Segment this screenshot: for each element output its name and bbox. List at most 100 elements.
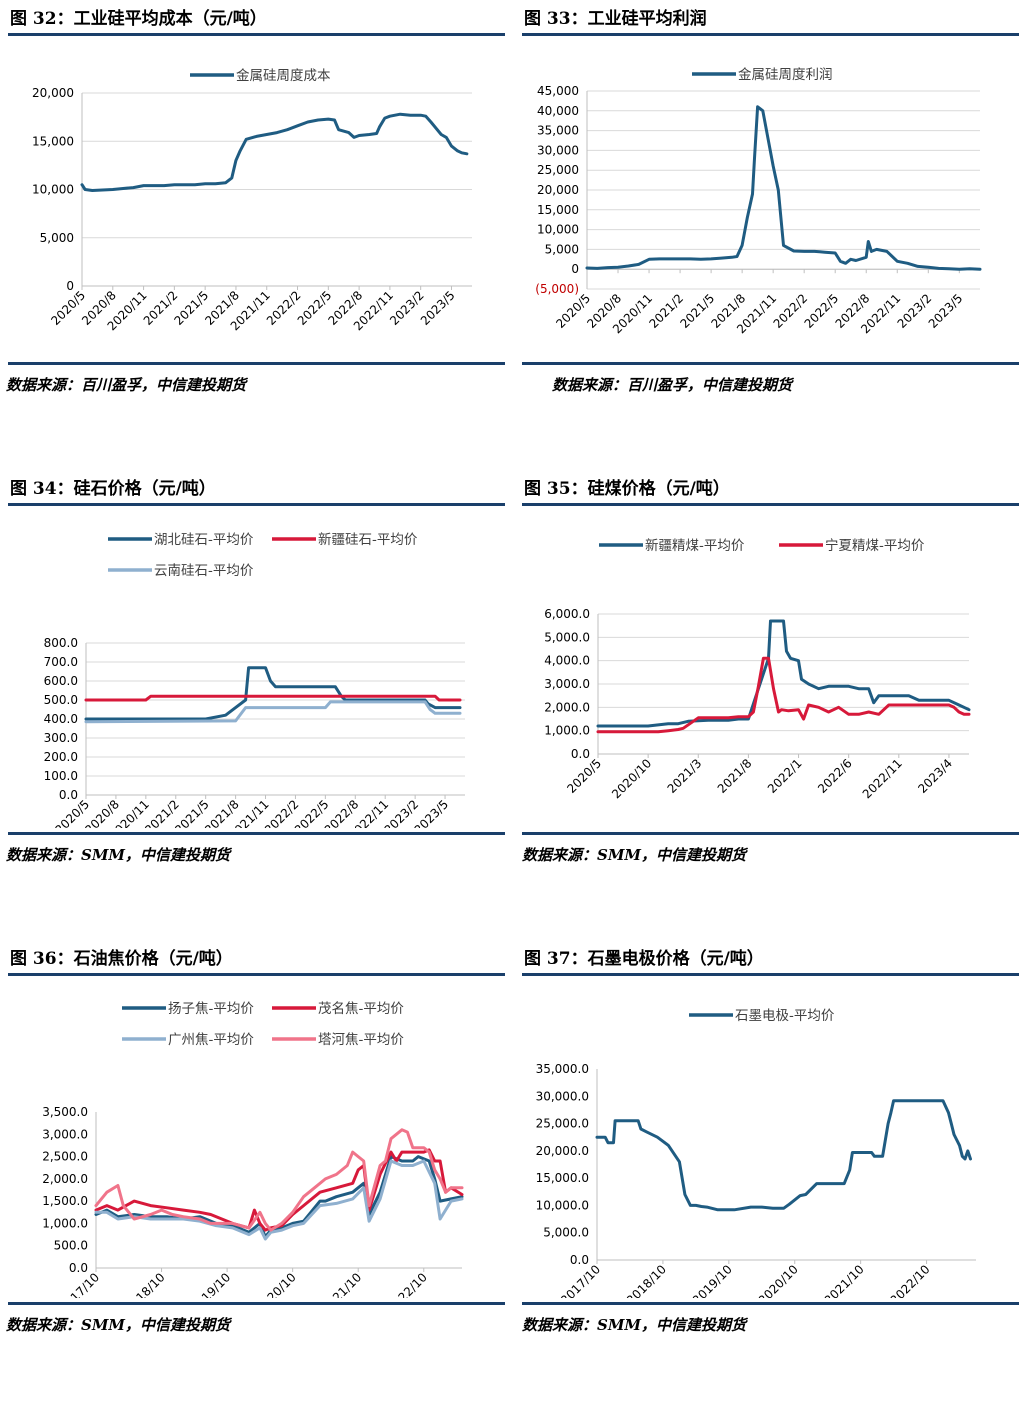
y-tick-label: 35,000 <box>537 124 579 138</box>
series-line-1 <box>94 1148 464 1232</box>
series-line-0 <box>595 1099 972 1212</box>
x-tick-label: 2023/5 <box>411 797 451 828</box>
chart-svg: 0.0 100.0 200.0 300.0 400.0 500.0 600.0 700.0 80… <box>44 532 465 828</box>
y-tick-label: 1,000.0 <box>42 1216 88 1230</box>
chart-panel-graphite: 图 37：石墨电极价格（元/吨） 0.0 5,000.0 10,000.0 15,00… <box>514 940 1020 1410</box>
x-tick-label: 2019/10 <box>188 1270 233 1298</box>
x-tick-label: 2023/4 <box>915 756 955 796</box>
legend-label: 湖北硅石-平均价 <box>154 532 254 548</box>
legend-label: 金属硅周度成本 <box>236 68 331 84</box>
x-tick-label: 2022/10 <box>385 1270 430 1298</box>
y-tick-label: 15,000 <box>32 134 74 148</box>
legend-label: 茂名焦-平均价 <box>318 1000 404 1017</box>
source-note: 数据来源：SMM，中信建投期货 <box>522 846 747 864</box>
source-rule <box>522 362 1019 365</box>
figure-title: 图 33：工业硅平均利润 <box>524 9 707 29</box>
y-tick-label: 600.0 <box>44 674 78 688</box>
y-tick-label: 4,000.0 <box>544 654 590 668</box>
title-rule <box>8 503 505 506</box>
series-line-2 <box>94 1159 464 1241</box>
y-tick-label: 5,000 <box>545 242 579 256</box>
legend-label: 石墨电极-平均价 <box>735 1008 835 1024</box>
y-tick-label: 400.0 <box>44 712 78 726</box>
y-tick-label: 25,000 <box>537 163 579 177</box>
title-rule <box>522 33 1019 36</box>
y-tick-label: 5,000.0 <box>544 630 590 644</box>
y-tick-label: 15,000.0 <box>536 1171 589 1185</box>
x-tick-label: 2023/5 <box>418 288 458 328</box>
y-tick-label: 0.0 <box>570 1253 589 1267</box>
chart-svg: 05,00010,00015,00020,0002020/52020/82020… <box>32 68 472 333</box>
x-tick-label: 2022/10 <box>888 1262 933 1298</box>
chart-svg: 0.0 500.0 1,000.0 1,500.0 2,000.0 2,500.0 3,00… <box>42 1000 464 1298</box>
source-rule <box>8 1302 505 1305</box>
chart-panel-cost: 图 32：工业硅平均成本（元/吨） 0 5,000 10,000 15,000 20,0… <box>0 0 506 470</box>
y-tick-label: 2,000.0 <box>42 1172 88 1186</box>
title-rule <box>8 973 505 976</box>
y-tick-label: 10,000.0 <box>536 1198 589 1212</box>
y-tick-label: 200.0 <box>44 750 78 764</box>
title-rule <box>8 33 505 36</box>
x-tick-label: 2018/10 <box>123 1270 168 1298</box>
x-tick-label: 2018/10 <box>624 1262 669 1298</box>
legend-label: 云南硅石-平均价 <box>154 563 254 579</box>
x-tick-label: 2022/1 <box>765 756 805 796</box>
y-tick-label: 20,000.0 <box>536 1144 589 1158</box>
x-tick-label: 2023/5 <box>926 291 966 331</box>
y-tick-label: 500.0 <box>44 693 78 707</box>
chart-panel-petcoke: 图 36：石油焦价格（元/吨） 0.0 500.0 1,000.0 1,500.0 2,… <box>0 940 506 1410</box>
source-note: 数据来源：SMM，中信建投期货 <box>6 846 231 864</box>
x-tick-label: 2020/10 <box>254 1270 299 1298</box>
y-tick-label: 100.0 <box>44 769 78 783</box>
x-tick-label: 2022/6 <box>815 756 855 796</box>
legend-label: 金属硅周度利润 <box>738 67 833 83</box>
series-line-0 <box>596 619 971 728</box>
legend-label: 宁夏精煤-平均价 <box>825 537 925 554</box>
figure-title: 图 34：硅石价格（元/吨） <box>10 479 216 499</box>
chart-panel-coal: 图 35：硅煤价格（元/吨） 0.0 1,000.0 2,000.0 3,000.0 4… <box>514 470 1020 940</box>
y-tick-label: 500.0 <box>54 1239 88 1253</box>
x-tick-label: 2021/3 <box>665 756 705 796</box>
legend-label: 新疆硅石-平均价 <box>318 532 418 548</box>
y-tick-label: 45,000 <box>537 84 579 98</box>
series-line-1 <box>596 656 971 734</box>
x-tick-label: 2020/10 <box>756 1262 801 1298</box>
x-tick-label: 2021/10 <box>319 1270 364 1298</box>
series-line-0 <box>80 112 469 192</box>
y-tick-label: 30,000.0 <box>536 1089 589 1103</box>
legend-label: 新疆精煤-平均价 <box>645 538 745 554</box>
y-tick-label: 2,500.0 <box>42 1150 88 1164</box>
figure-title: 图 32：工业硅平均成本（元/吨） <box>10 9 267 29</box>
y-tick-label: (5,000) <box>535 282 579 296</box>
source-rule <box>522 832 1019 835</box>
y-tick-label: 1,000.0 <box>544 724 590 738</box>
x-tick-label: 2017/10 <box>558 1262 603 1298</box>
chart-panel-profit: 图 33：工业硅平均利润 (5,000) 0 5,000 10,000 15,000 20… <box>514 0 1020 470</box>
chart-svg: 0.0 1,000.0 2,000.0 3,000.0 4,000.0 5,000.0 6,… <box>544 537 971 801</box>
y-tick-label: 10,000 <box>32 183 74 197</box>
chart-panel-silica: 图 34：硅石价格（元/吨） 0.0 100.0 200.0 300.0 400.0 50… <box>0 470 506 940</box>
x-tick-label: 2020/10 <box>609 756 654 801</box>
legend-label: 广州焦-平均价 <box>168 1032 254 1048</box>
y-tick-label: 2,000.0 <box>544 700 590 714</box>
series-line-3 <box>94 1128 464 1232</box>
series-line-1 <box>84 694 462 702</box>
legend-label: 扬子焦-平均价 <box>168 1001 254 1017</box>
legend-label: 塔河焦-平均价 <box>318 1032 404 1048</box>
y-tick-label: 20,000 <box>32 86 74 100</box>
chart-svg: (5,000) 0 5,000 10,000 15,000 20,000 25,000 30,… <box>535 67 982 336</box>
source-note: 数据来源：SMM，中信建投期货 <box>6 1316 231 1334</box>
x-tick-label: 2022/11 <box>860 756 905 801</box>
x-tick-label: 2019/10 <box>690 1262 735 1298</box>
y-tick-label: 800.0 <box>44 636 78 650</box>
y-tick-label: 0.0 <box>571 747 590 761</box>
y-tick-label: 6,000.0 <box>544 607 590 621</box>
figure-title: 图 36：石油焦价格（元/吨） <box>10 949 233 969</box>
figure-title: 图 35：硅煤价格（元/吨） <box>524 479 730 499</box>
title-rule <box>522 503 1019 506</box>
series-line-0 <box>84 666 462 721</box>
source-rule <box>8 832 505 835</box>
y-tick-label: 300.0 <box>44 731 78 745</box>
y-tick-label: 0.0 <box>69 1261 88 1275</box>
source-note: 数据来源：百川盈孚，中信建投期货 <box>6 376 247 394</box>
